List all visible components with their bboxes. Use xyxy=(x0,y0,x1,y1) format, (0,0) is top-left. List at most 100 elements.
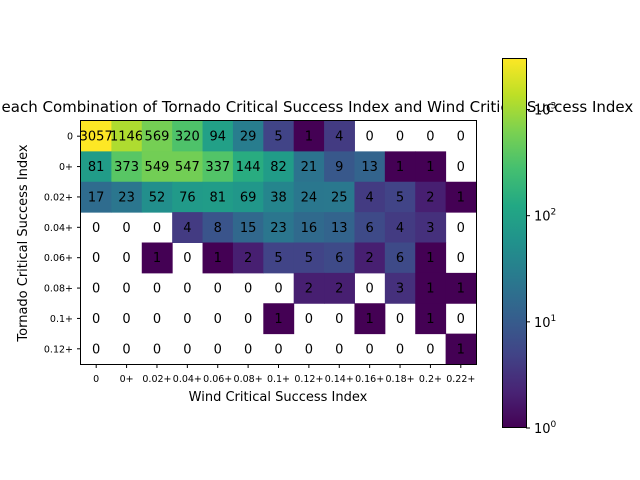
colorbar: 100 101 102 103 xyxy=(502,58,557,437)
cell-value-label: 0 xyxy=(274,282,282,297)
heatmap-cell xyxy=(111,121,143,152)
cell-value-label: 0 xyxy=(92,342,100,357)
cell-value-label: 3057 xyxy=(80,130,113,145)
colorbar-gradient xyxy=(502,58,526,428)
cell-value-label: 2 xyxy=(244,251,252,266)
cell-value-label: 1 xyxy=(366,312,374,327)
heatmap-cell xyxy=(384,272,416,304)
heatmap-cell xyxy=(324,212,355,243)
cell-value-label: 549 xyxy=(145,160,170,175)
cell-value-label: 5 xyxy=(274,251,282,266)
cell-value-label: 6 xyxy=(366,221,374,236)
cell-value-label: 5 xyxy=(305,251,313,266)
cell-value-label: 0 xyxy=(335,342,343,357)
y-tick-label: 0.02+ xyxy=(44,192,73,203)
colorbar-tick-label: 102 xyxy=(534,208,556,225)
cell-value-label: 1 xyxy=(274,312,282,327)
cell-value-label: 6 xyxy=(396,251,404,266)
heatmap-cell xyxy=(384,151,416,183)
x-tick-label: 0.1+ xyxy=(267,374,290,385)
cell-value-label: 4 xyxy=(335,130,343,145)
cell-value-label: 1 xyxy=(214,251,222,266)
y-tick-label: 0+ xyxy=(59,162,73,173)
cell-value-label: 0 xyxy=(457,130,465,145)
cell-value-label: 4 xyxy=(183,221,191,236)
cell-value-label: 1 xyxy=(426,282,434,297)
heatmap-cell xyxy=(202,212,234,243)
cell-value-label: 1 xyxy=(153,251,161,266)
cell-value-label: 320 xyxy=(175,130,200,145)
cell-value-label: 373 xyxy=(114,160,139,175)
cell-value-label: 0 xyxy=(214,312,222,327)
heatmap-cell xyxy=(232,181,264,213)
heatmap-cell xyxy=(202,151,234,183)
chart-title: Days with each Combination of Tornado Cr… xyxy=(0,98,633,116)
heatmap-cell xyxy=(172,151,204,183)
cell-value-label: 0 xyxy=(92,221,100,236)
cell-value-label: 0 xyxy=(426,342,434,357)
cell-value-label: 25 xyxy=(331,190,348,205)
cell-value-label: 81 xyxy=(209,190,226,205)
heatmap-cell xyxy=(354,151,386,183)
cell-value-label: 69 xyxy=(240,190,257,205)
cell-value-label: 0 xyxy=(92,312,100,327)
cell-value-label: 23 xyxy=(118,190,135,205)
heatmap-cell xyxy=(263,151,295,183)
cell-value-label: 82 xyxy=(270,160,287,175)
heatmap-cell xyxy=(172,121,204,152)
x-tick-label: 0.22+ xyxy=(446,374,475,385)
cell-value-label: 0 xyxy=(122,221,130,236)
y-axis-ticks: 0 0+ 0.02+ 0.04+ 0.06+ 0.08+ 0.1+ 0.12+ xyxy=(44,132,81,355)
cell-value-label: 0 xyxy=(457,251,465,266)
heatmap-cell xyxy=(324,181,355,213)
heatmap-cell xyxy=(293,272,325,304)
cell-value-label: 0 xyxy=(183,251,191,266)
heatmap-cell xyxy=(81,121,112,152)
cell-value-label: 0 xyxy=(274,342,282,357)
heatmap-cell xyxy=(293,181,325,213)
heatmap-cell xyxy=(111,151,143,183)
cell-value-label: 0 xyxy=(122,251,130,266)
cell-value-label: 2 xyxy=(426,190,434,205)
x-tick-label: 0.2+ xyxy=(419,374,442,385)
heatmap-cell xyxy=(293,121,325,152)
heatmap-cell xyxy=(384,212,416,243)
cell-value-label: 3 xyxy=(396,282,404,297)
x-tick-label: 0.02+ xyxy=(142,374,171,385)
x-tick-label: 0.16+ xyxy=(355,374,384,385)
cell-value-label: 1 xyxy=(457,342,465,357)
cell-value-label: 0 xyxy=(396,342,404,357)
heatmap-cell xyxy=(202,181,234,213)
colorbar-ticks: 100 101 102 103 xyxy=(526,102,557,437)
cell-value-label: 0 xyxy=(335,312,343,327)
cell-value-label: 0 xyxy=(457,160,465,175)
cell-value-label: 0 xyxy=(153,342,161,357)
cell-value-label: 38 xyxy=(270,190,287,205)
heatmap-cell xyxy=(263,242,295,274)
cell-value-label: 0 xyxy=(396,312,404,327)
cell-value-label: 0 xyxy=(244,282,252,297)
heatmap-cell xyxy=(354,181,386,213)
cell-value-label: 0 xyxy=(305,312,313,327)
cell-value-label: 0 xyxy=(305,342,313,357)
x-tick-label: 0.12+ xyxy=(294,374,323,385)
cell-value-label: 0 xyxy=(457,312,465,327)
heatmap-cell xyxy=(415,181,447,213)
x-tick-label: 0+ xyxy=(120,374,134,385)
cell-value-label: 1 xyxy=(426,251,434,266)
cell-value-label: 5 xyxy=(274,130,282,145)
cell-value-label: 0 xyxy=(183,342,191,357)
cell-value-label: 0 xyxy=(457,221,465,236)
cell-value-label: 8 xyxy=(214,221,222,236)
cell-value-label: 0 xyxy=(214,282,222,297)
cell-value-label: 0 xyxy=(366,342,374,357)
cell-value-label: 0 xyxy=(244,342,252,357)
y-tick-label: 0.04+ xyxy=(44,223,73,234)
heatmap-cell xyxy=(232,121,264,152)
cell-value-label: 21 xyxy=(301,160,318,175)
y-axis-label: Tornado Critical Success Index xyxy=(16,144,31,343)
cell-value-label: 1146 xyxy=(110,130,143,145)
y-tick-label: 0.1+ xyxy=(50,314,73,325)
x-tick-label: 0.06+ xyxy=(203,374,232,385)
